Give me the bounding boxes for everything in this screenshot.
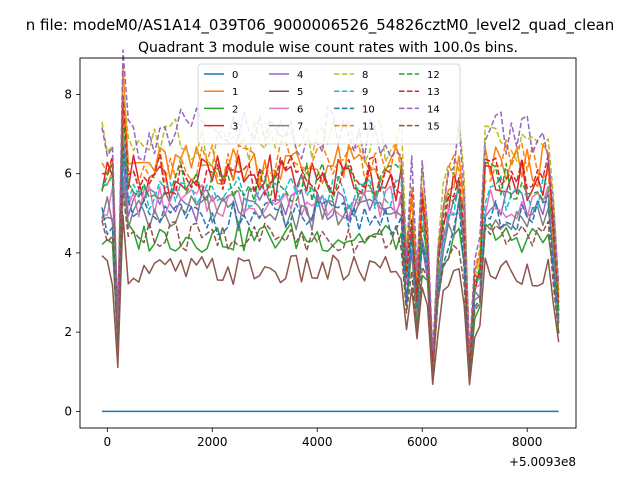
legend-label-7: 7: [297, 122, 303, 133]
y-tick-label: 0: [64, 404, 72, 418]
legend-label-10: 10: [362, 104, 375, 115]
y-tick-label: 8: [64, 87, 72, 101]
y-tick-label: 2: [64, 325, 72, 339]
x-tick-label: 8000: [512, 435, 543, 449]
legend-label-4: 4: [297, 70, 303, 81]
legend-label-0: 0: [232, 70, 238, 81]
x-tick-label: 4000: [302, 435, 333, 449]
series-layer: [101, 49, 560, 413]
series-line-9: [101, 137, 560, 368]
series-line-5: [101, 214, 560, 386]
series-line-13: [101, 95, 560, 364]
legend-label-5: 5: [297, 87, 303, 98]
legend-label-14: 14: [427, 104, 440, 115]
legend-box: [197, 63, 461, 145]
y-tick-label: 4: [64, 246, 72, 260]
series-line-15: [101, 192, 560, 379]
y-axis-ticks: 0 2 4 6 8: [64, 87, 80, 418]
x-tick-label: 6000: [407, 435, 438, 449]
legend-label-13: 13: [427, 87, 440, 98]
x-tick-label: 0: [103, 435, 111, 449]
legend-label-8: 8: [362, 70, 368, 81]
legend-label-3: 3: [232, 122, 238, 133]
legend-label-15: 15: [427, 122, 440, 133]
legend-label-12: 12: [427, 70, 440, 81]
legend-label-9: 9: [362, 87, 368, 98]
legend-label-6: 6: [297, 104, 303, 115]
x-tick-label: 2000: [197, 435, 228, 449]
legend-label-11: 11: [362, 122, 375, 133]
legend-label-2: 2: [232, 104, 238, 115]
chart-title: Quadrant 3 module wise count rates with …: [138, 40, 518, 56]
legend-label-1: 1: [232, 87, 238, 98]
figure-suptitle: n file: modeM0/AS1A14_039T06_9000006526_…: [26, 16, 615, 35]
x-offset-label: +5.0093e8: [509, 455, 576, 469]
x-axis-ticks: 0 2000 4000 6000 8000: [103, 428, 542, 449]
plot-frame: [79, 57, 577, 429]
y-tick-label: 6: [64, 167, 72, 181]
